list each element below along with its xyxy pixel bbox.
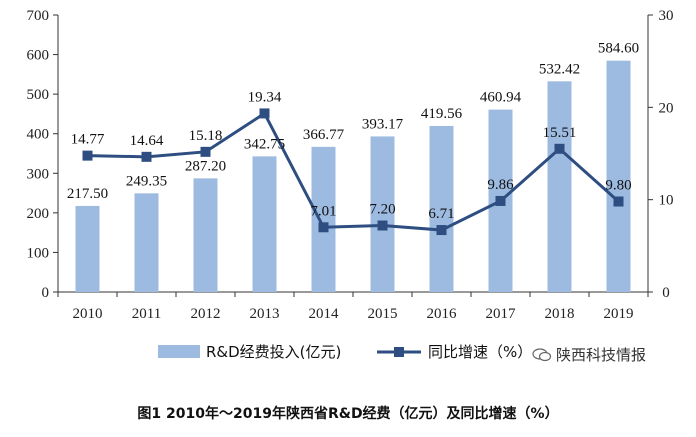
y-left-tick-label: 600 <box>27 48 50 64</box>
x-tick-label: 2012 <box>191 306 221 322</box>
x-tick-label: 2016 <box>427 306 458 322</box>
y-left-tick-label: 500 <box>27 87 50 103</box>
line-point <box>318 222 329 233</box>
bars <box>75 60 631 292</box>
line-value-label: 15.18 <box>189 128 223 144</box>
y-left-tick-label: 200 <box>27 206 50 222</box>
line-value-label: 6.71 <box>428 206 454 222</box>
bar <box>370 136 395 292</box>
bar <box>252 156 277 292</box>
growth-line <box>82 108 624 236</box>
line-point <box>141 151 152 162</box>
line-value-label: 19.34 <box>248 89 282 105</box>
bar <box>606 60 631 292</box>
y-left-tick-label: 300 <box>27 166 50 182</box>
bar-value-label: 287.20 <box>185 158 226 174</box>
bar-value-label: 217.50 <box>67 186 108 202</box>
x-tick-label: 2013 <box>250 306 280 322</box>
bar <box>547 81 572 292</box>
y-right-tick-label: 10 <box>659 193 674 209</box>
line-value-label: 15.51 <box>543 125 577 141</box>
x-tick-label: 2011 <box>132 306 161 322</box>
x-tick-label: 2019 <box>604 306 634 322</box>
watermark: 陕西科技情报 <box>532 344 646 365</box>
line-value-label: 14.77 <box>71 132 105 148</box>
line-point <box>554 143 565 154</box>
bar-value-label: 419.56 <box>421 106 463 122</box>
bar-value-label: 460.94 <box>480 90 522 106</box>
legend: R&D经费投入(亿元) 同比增速（%） <box>158 343 532 361</box>
line-value-label: 9.86 <box>487 177 514 193</box>
legend-swatch-bar <box>158 345 200 358</box>
data-labels: 217.50 249.35 287.20 342.75 366.77 393.17 419.… <box>67 41 639 222</box>
legend-label-bar: R&D经费投入(亿元) <box>206 343 341 361</box>
x-tick-label: 2014 <box>309 306 340 322</box>
axes: 0 100 200 300 400 500 600 700 0 10 20 30 2010 2011 201… <box>27 8 674 322</box>
line-value-label: 9.80 <box>605 178 631 194</box>
x-tick-label: 2018 <box>545 306 575 322</box>
line-value-label: 14.64 <box>130 133 164 149</box>
bar-value-label: 532.42 <box>539 61 580 77</box>
line-point <box>613 196 624 207</box>
bar-value-label: 249.35 <box>126 173 167 189</box>
figure-caption: 图1 2010年～2019年陕西省R&D经费（亿元）及同比增速（%） <box>137 406 559 422</box>
line-point <box>82 150 93 161</box>
bar <box>193 178 218 292</box>
line-point <box>377 220 388 231</box>
bar-value-label: 342.75 <box>244 136 285 152</box>
line-value-label: 7.20 <box>369 202 395 218</box>
line-point <box>259 108 270 119</box>
bar-value-label: 584.60 <box>598 41 639 57</box>
watermark-text: 陕西科技情报 <box>556 346 647 364</box>
y-left-tick-label: 0 <box>42 285 50 301</box>
y-right-tick-label: 20 <box>659 100 674 116</box>
y-right-tick-label: 0 <box>662 285 670 301</box>
bar <box>429 125 454 292</box>
chart: 0 100 200 300 400 500 600 700 0 10 20 30 2010 2011 201… <box>27 8 674 361</box>
bar-value-label: 366.77 <box>303 127 345 143</box>
x-tick-label: 2015 <box>368 306 398 322</box>
legend-label-line: 同比增速（%） <box>428 343 532 361</box>
bar <box>134 193 159 292</box>
line-point <box>200 146 211 157</box>
line-value-label: 7.01 <box>310 203 336 219</box>
bar-value-label: 393.17 <box>362 116 404 132</box>
y-right-tick-label: 30 <box>659 8 674 24</box>
bar <box>311 146 336 292</box>
x-tick-label: 2017 <box>486 306 517 322</box>
x-tick-label: 2010 <box>73 306 103 322</box>
wechat-icon <box>532 348 552 362</box>
y-left-tick-label: 100 <box>27 245 50 261</box>
y-left-tick-label: 700 <box>27 8 50 24</box>
growth-line-path <box>87 111 620 232</box>
line-point <box>436 225 447 236</box>
line-point <box>495 195 506 206</box>
bar <box>75 205 100 292</box>
legend-marker-line <box>394 347 404 357</box>
y-left-tick-label: 400 <box>27 127 50 143</box>
